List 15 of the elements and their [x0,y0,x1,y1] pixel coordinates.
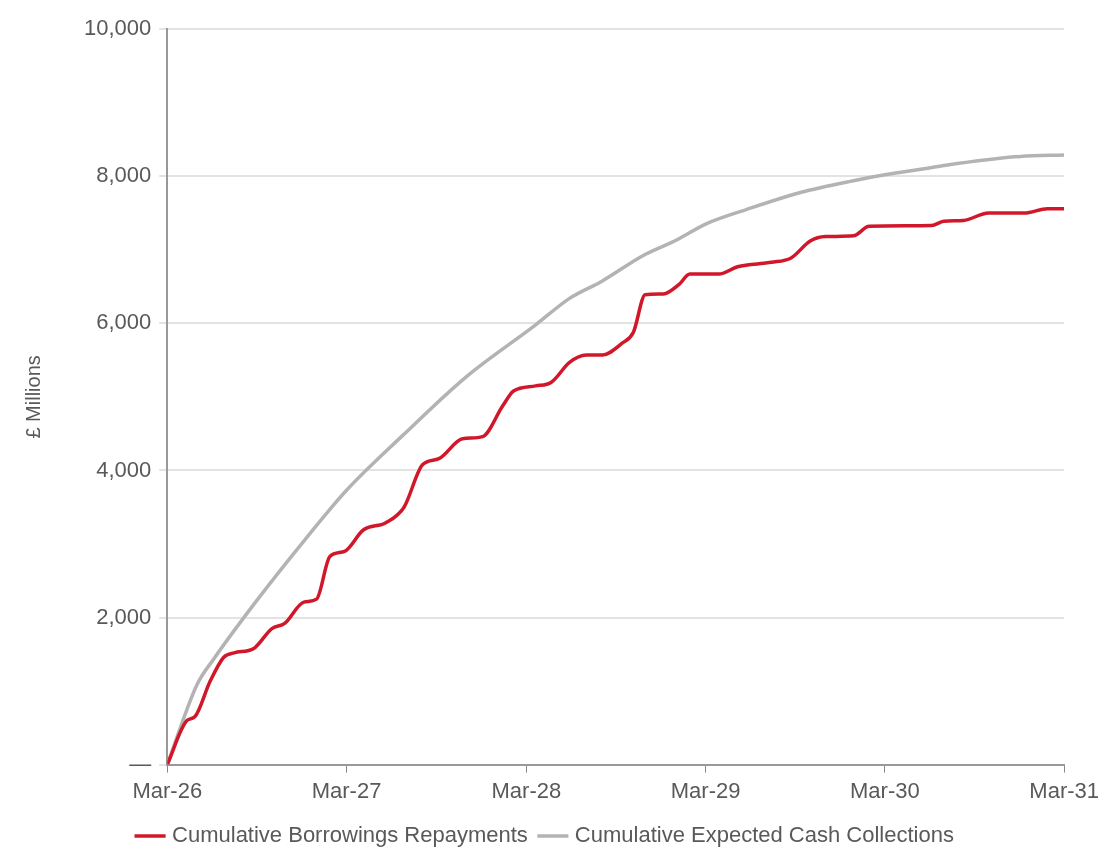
y-tick-label: 10,000 [83,15,152,41]
legend-label: Cumulative Borrowings Repayments [172,822,528,848]
x-tick-label: Mar-29 [670,777,741,803]
x-tick-label: Mar-26 [132,777,203,803]
y-tick-label: 2,000 [96,603,152,629]
x-tick-label: Mar-27 [311,777,382,803]
y-tick-label: 8,000 [96,162,152,188]
y-tick-label: 6,000 [96,309,152,335]
x-tick-label: Mar-28 [491,777,562,803]
y-axis-title: £ Millions [21,355,44,439]
legend-label: Cumulative Expected Cash Collections [574,822,954,848]
y-tick-label: 4,000 [96,456,152,482]
x-tick-label: Mar-31 [1029,777,1099,803]
x-tick-label: Mar-30 [850,777,920,803]
y-tick-label: — [129,750,152,776]
